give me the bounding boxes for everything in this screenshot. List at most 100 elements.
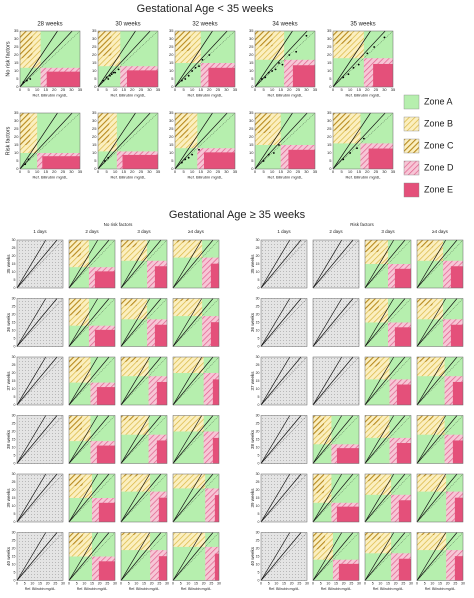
reference-line <box>172 298 203 347</box>
reference-line <box>68 415 110 464</box>
data-point <box>22 81 25 84</box>
x-tick-label: 10 <box>190 169 195 174</box>
data-point <box>102 79 105 82</box>
reference-line <box>16 298 58 347</box>
y-tick-label: 25 <box>14 126 19 131</box>
y-tick-label: 0 <box>258 286 260 290</box>
x-tick-label: 10 <box>348 87 353 92</box>
x-tick-label: 30 <box>357 581 361 585</box>
x-tick-label: 5 <box>182 169 185 174</box>
y-tick-label: 5 <box>251 76 254 81</box>
y-tick-label: 10 <box>256 504 260 508</box>
y-tick-label: 5 <box>258 278 260 282</box>
row-label: Risk factors <box>5 126 11 155</box>
legend-label: Zone A <box>424 96 453 106</box>
zone-c <box>175 31 191 51</box>
reference-line <box>416 239 447 289</box>
y-tick-label: 30 <box>92 118 97 123</box>
reference-line <box>16 473 58 523</box>
x-tick-label: 20 <box>98 581 102 585</box>
x-tick-label: 35 <box>156 169 161 174</box>
data-point <box>383 36 386 39</box>
x-tick-label: 25 <box>139 87 144 92</box>
panel-frame <box>364 298 412 347</box>
y-tick-label: 30 <box>256 530 260 534</box>
reference-line <box>312 356 354 406</box>
panel-frame <box>68 239 116 289</box>
zone-c <box>121 240 137 248</box>
reference-line <box>172 298 214 347</box>
zone-e <box>158 497 167 522</box>
x-tick-label: 5 <box>182 87 185 92</box>
x-tick-label: 15 <box>386 581 390 585</box>
reference-line <box>364 239 395 289</box>
reference-line <box>172 356 214 406</box>
panel-frame <box>68 356 116 406</box>
zone-e <box>96 445 115 464</box>
x-tick-label: 30 <box>224 87 229 92</box>
x-tick-label: 25 <box>296 169 301 174</box>
x-tick-label: 25 <box>157 581 161 585</box>
y-tick-label: 5 <box>14 278 16 282</box>
zone-b <box>417 474 447 492</box>
data-point <box>201 58 204 61</box>
y-tick-label: 30 <box>12 413 16 417</box>
reference-line <box>68 473 99 523</box>
zone-e <box>336 448 359 464</box>
data-point <box>198 148 200 151</box>
y-tick-label: 20 <box>12 488 16 492</box>
zone-c <box>69 298 81 316</box>
panel-frame <box>312 532 360 581</box>
x-tick-label: 30 <box>217 581 221 585</box>
panel-frame <box>416 415 464 464</box>
x-axis-label: Ref. Bilirubin mg/dL <box>129 587 160 591</box>
x-tick-label: 30 <box>69 87 74 92</box>
zone-e <box>94 271 115 288</box>
x-tick-label: 10 <box>190 87 195 92</box>
y-tick-label: 20 <box>327 134 332 139</box>
reference-line <box>312 298 354 347</box>
reference-line <box>364 415 406 464</box>
legend-label: Zone C <box>424 140 454 150</box>
reference-line <box>172 239 203 289</box>
data-point <box>267 153 270 156</box>
group-label: No risk factors <box>104 222 134 227</box>
data-point <box>288 54 291 56</box>
x-tick-label: 10 <box>35 169 40 174</box>
reference-line <box>172 532 203 581</box>
panel-frame <box>260 239 308 289</box>
zone-e <box>94 329 115 347</box>
zone-c <box>98 113 110 143</box>
y-tick-label: 15 <box>327 60 332 65</box>
x-tick-label: 30 <box>61 581 65 585</box>
y-tick-label: 0 <box>258 403 260 407</box>
x-axis-label: Ref. Bilirubin mg/dL <box>111 93 147 98</box>
reference-line <box>260 239 291 289</box>
zone-e <box>210 322 219 347</box>
y-tick-label: 25 <box>256 246 260 250</box>
x-tick-label: 25 <box>296 87 301 92</box>
reference-line <box>68 532 110 581</box>
x-tick-label: 30 <box>304 87 309 92</box>
y-tick-label: 20 <box>249 134 254 139</box>
x-axis-label: Ref. Bilirubin mg/dL <box>268 93 304 98</box>
no-threshold-area <box>261 474 307 522</box>
zone-e <box>212 379 219 405</box>
x-tick-label: 15 <box>198 169 203 174</box>
x-tick-label: 0 <box>19 169 22 174</box>
reference-line <box>416 298 458 347</box>
reference-line <box>172 356 203 406</box>
no-threshold-area <box>313 240 359 288</box>
panel-frame <box>19 112 81 170</box>
data-point <box>105 76 108 79</box>
y-tick-label: 25 <box>256 480 260 484</box>
y-tick-label: 0 <box>251 166 254 171</box>
reference-line <box>312 473 354 523</box>
y-tick-label: 0 <box>258 578 260 582</box>
x-tick-label: 0 <box>172 581 174 585</box>
x-tick-label: 25 <box>216 169 221 174</box>
x-tick-label: 35 <box>391 87 396 92</box>
reference-line <box>19 30 73 88</box>
panel-frame <box>254 30 316 88</box>
zone-c <box>121 298 137 306</box>
